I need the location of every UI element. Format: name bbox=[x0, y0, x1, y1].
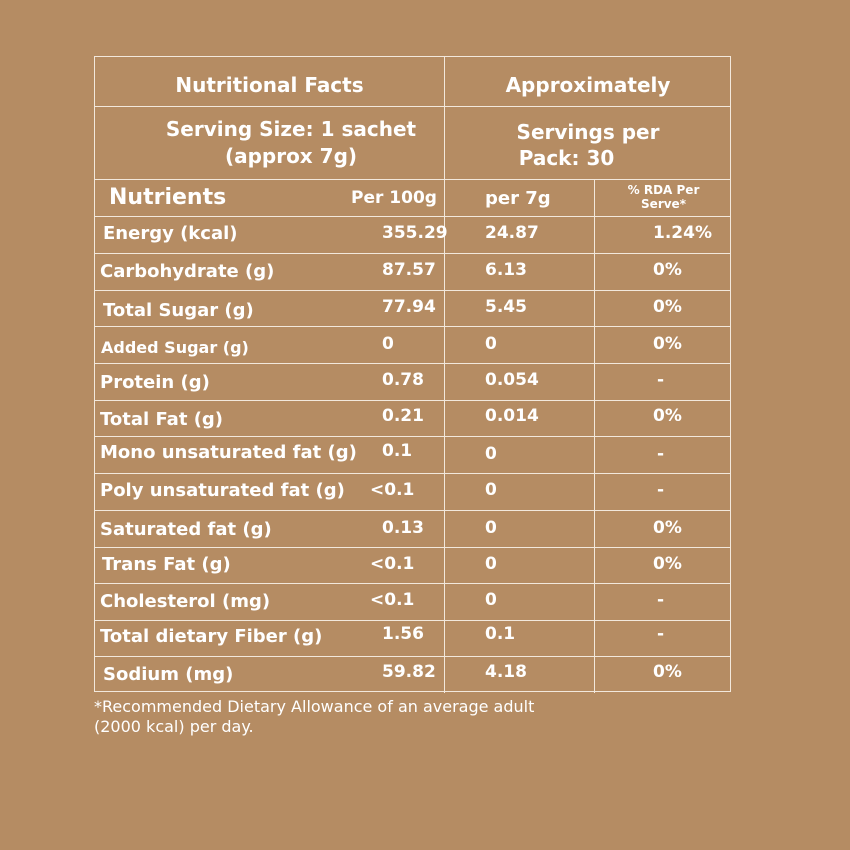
col-rda-line1: % RDA Per bbox=[627, 183, 700, 197]
nutrient-name: Protein (g) bbox=[100, 372, 210, 393]
nutrient-name: Total dietary Fiber (g) bbox=[100, 626, 323, 647]
divider bbox=[95, 106, 730, 107]
value-per-7g: 0 bbox=[485, 334, 497, 354]
divider bbox=[95, 363, 730, 364]
column-divider bbox=[594, 179, 595, 693]
value-rda: 0% bbox=[653, 406, 682, 426]
value-per-100g: 0.78 bbox=[382, 370, 424, 390]
value-per-7g: 0.054 bbox=[485, 370, 539, 390]
value-per-100g: 1.56 bbox=[382, 624, 424, 644]
value-per-7g: 0 bbox=[485, 444, 497, 464]
divider bbox=[95, 400, 730, 401]
value-rda: - bbox=[657, 590, 665, 610]
value-per-7g: 0 bbox=[485, 554, 497, 574]
value-per-7g: 24.87 bbox=[485, 223, 539, 243]
divider bbox=[95, 179, 730, 180]
value-per-100g: <0.1 bbox=[370, 590, 415, 610]
value-per-7g: 5.45 bbox=[485, 297, 527, 317]
divider bbox=[95, 253, 730, 254]
divider bbox=[95, 547, 730, 548]
nutrient-name: Total Sugar (g) bbox=[103, 300, 254, 321]
divider bbox=[95, 216, 730, 217]
value-per-100g: 0.1 bbox=[382, 441, 413, 461]
nutrient-name: Mono unsaturated fat (g) bbox=[100, 442, 357, 463]
nutrient-name: Sodium (mg) bbox=[103, 664, 234, 685]
servings-per-pack-line1: Servings per bbox=[516, 120, 660, 144]
value-per-100g: 355.29 bbox=[382, 223, 448, 243]
divider bbox=[95, 436, 730, 437]
divider bbox=[95, 510, 730, 511]
divider bbox=[95, 583, 730, 584]
servings-per-pack-line2: Pack: 30 bbox=[518, 146, 615, 170]
value-per-100g: <0.1 bbox=[370, 554, 415, 574]
value-per-7g: 0 bbox=[485, 518, 497, 538]
value-rda: - bbox=[657, 370, 665, 390]
value-rda: 0% bbox=[653, 662, 682, 682]
value-rda: 0% bbox=[653, 554, 682, 574]
nutrient-name: Carbohydrate (g) bbox=[100, 261, 275, 282]
value-rda: 0% bbox=[653, 518, 682, 538]
serving-size-line2: (approx 7g) bbox=[224, 144, 358, 168]
divider bbox=[95, 656, 730, 657]
nutrient-name: Saturated fat (g) bbox=[100, 519, 272, 540]
nutrient-name: Energy (kcal) bbox=[103, 223, 238, 244]
value-rda: 1.24% bbox=[653, 223, 712, 243]
value-rda: - bbox=[657, 480, 665, 500]
value-per-100g: 59.82 bbox=[382, 662, 436, 682]
col-per-7g: per 7g bbox=[485, 188, 551, 209]
footnote-line1: *Recommended Dietary Allowance of an ave… bbox=[94, 697, 535, 716]
serving-size-line1: Serving Size: 1 sachet bbox=[165, 117, 417, 141]
nutrient-name: Poly unsaturated fat (g) bbox=[100, 480, 345, 501]
nutrient-name: Added Sugar (g) bbox=[101, 338, 249, 357]
approximately-label: Approximately bbox=[505, 73, 671, 97]
nutrient-name: Cholesterol (mg) bbox=[100, 591, 271, 612]
divider bbox=[95, 326, 730, 327]
col-rda: % RDA Per Serve* bbox=[595, 183, 732, 212]
value-per-100g: 0 bbox=[382, 334, 394, 354]
value-rda: 0% bbox=[653, 334, 682, 354]
divider bbox=[95, 473, 730, 474]
value-per-7g: 0 bbox=[485, 590, 497, 610]
divider bbox=[95, 290, 730, 291]
col-per-100g: Per 100g bbox=[351, 188, 437, 208]
value-per-7g: 0.014 bbox=[485, 406, 539, 426]
nutrient-name: Trans Fat (g) bbox=[102, 554, 231, 575]
value-rda: - bbox=[657, 624, 665, 644]
value-per-7g: 0 bbox=[485, 480, 497, 500]
value-per-100g: 0.21 bbox=[382, 406, 424, 426]
column-divider bbox=[444, 57, 445, 693]
value-per-7g: 4.18 bbox=[485, 662, 527, 682]
footnote-line2: (2000 kcal) per day. bbox=[94, 717, 254, 736]
value-rda: 0% bbox=[653, 297, 682, 317]
nutrient-name: Total Fat (g) bbox=[100, 409, 224, 430]
value-per-100g: 77.94 bbox=[382, 297, 436, 317]
footnote: *Recommended Dietary Allowance of an ave… bbox=[94, 697, 654, 737]
table-title: Nutritional Facts bbox=[175, 73, 364, 97]
value-per-7g: 6.13 bbox=[485, 260, 527, 280]
col-nutrients: Nutrients bbox=[109, 185, 227, 210]
divider bbox=[95, 620, 730, 621]
value-per-100g: <0.1 bbox=[370, 480, 415, 500]
col-rda-line2: Serve* bbox=[641, 196, 686, 211]
value-rda: 0% bbox=[653, 260, 682, 280]
nutrition-table: Nutritional Facts Approximately Serving … bbox=[94, 56, 732, 693]
value-per-100g: 87.57 bbox=[382, 260, 436, 280]
value-per-100g: 0.13 bbox=[382, 518, 424, 538]
value-per-7g: 0.1 bbox=[485, 624, 516, 644]
value-rda: - bbox=[657, 444, 665, 464]
